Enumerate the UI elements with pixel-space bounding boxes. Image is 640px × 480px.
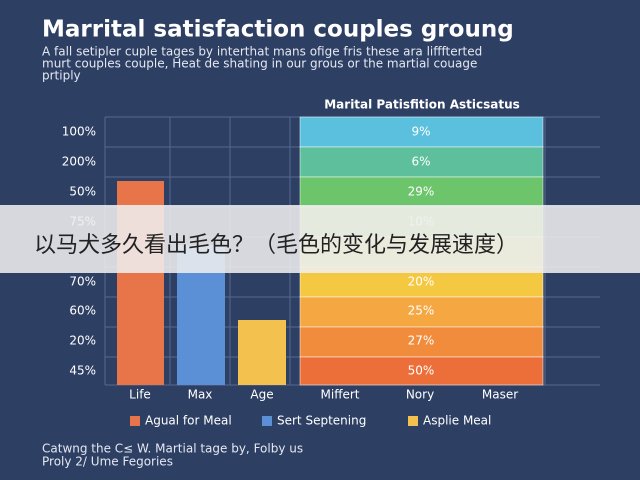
x-axis-label: Nory	[406, 388, 434, 402]
plot-area: 100%200%50%75%70%60%20%45%9%6%29%10%20%2…	[62, 116, 600, 428]
stack-segment	[299, 146, 544, 178]
stack-segment	[299, 356, 544, 386]
y-axis-label: 70%	[69, 275, 96, 289]
x-axis-label: Maser	[482, 388, 518, 402]
segment-label: 9%	[411, 125, 430, 139]
legend-swatch	[130, 416, 140, 426]
title: Marrital satisfaction couples groung	[42, 17, 514, 43]
legend-label: Sert Septening	[277, 414, 366, 428]
x-axis-label: Max	[188, 388, 213, 402]
segment-label: 20%	[408, 275, 435, 289]
subtitle-line: prtiply	[42, 69, 81, 83]
overlay-banner: 以马犬多久看出毛色？（毛色的变化与发展速度）	[0, 205, 640, 273]
segment-label: 29%	[408, 185, 435, 199]
y-axis-label: 100%	[62, 125, 96, 139]
segment-label: 25%	[408, 304, 435, 318]
segment-label: 50%	[408, 364, 435, 378]
y-axis-label: 60%	[69, 304, 96, 318]
y-axis-label: 200%	[62, 155, 96, 169]
y-axis-label: 50%	[69, 185, 96, 199]
x-axis-label: Miffert	[321, 388, 360, 402]
stack-segment	[299, 176, 544, 208]
bar	[238, 320, 286, 385]
subtitle-line: A fall setipler cuple tages by interthat…	[42, 45, 482, 59]
legend-label: Agual for Meal	[145, 414, 232, 428]
x-axis-label: Age	[250, 388, 273, 402]
banner-text: 以马犬多久看出毛色？（毛色的变化与发展速度）	[34, 233, 519, 258]
y-axis-label: 20%	[69, 334, 96, 348]
stack-segment	[299, 326, 544, 358]
segment-label: 27%	[408, 334, 435, 348]
legend-label: Asplie Meal	[423, 414, 491, 428]
segment-label: 6%	[411, 155, 430, 169]
footer-line: Catwng the C≤ W. Martial tage by, Folby …	[42, 442, 303, 456]
legend-swatch	[408, 416, 418, 426]
subtitle-line: murt couples couple, Heat de shating in …	[42, 57, 477, 71]
stack-segment	[299, 296, 544, 328]
legend-swatch	[262, 416, 272, 426]
panel-title: Marital Patisfition Asticsatus	[324, 98, 520, 112]
x-axis-label: Life	[129, 388, 151, 402]
footer-line: Proly 2/ Ume Fegories	[42, 455, 173, 469]
y-axis-label: 45%	[69, 364, 96, 378]
